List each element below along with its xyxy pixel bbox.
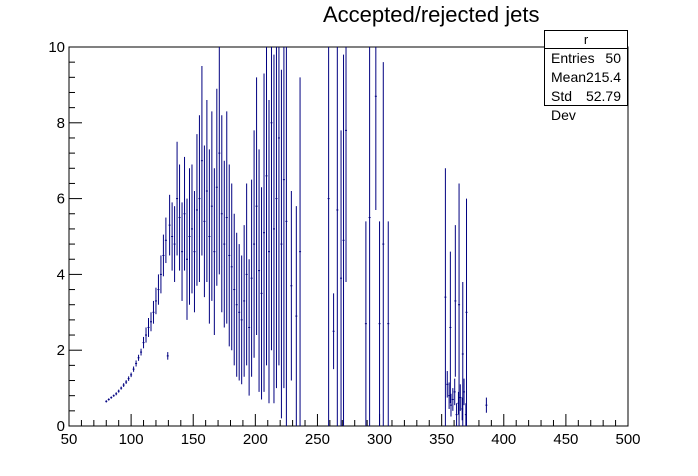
x-tick-label: 300: [367, 431, 392, 448]
stats-label: Mean: [551, 69, 587, 85]
x-tick-label: 350: [429, 431, 454, 448]
chart-title: Accepted/rejected jets: [323, 2, 540, 27]
stats-row-mean: Mean 215.4: [545, 68, 627, 87]
stats-value: 52.79: [585, 88, 621, 104]
x-tick-label: 150: [181, 431, 206, 448]
stats-value: 215.4: [586, 69, 622, 85]
y-tick-label: 10: [48, 39, 65, 56]
y-tick-label: 4: [57, 266, 65, 283]
x-tick-label: 100: [119, 431, 144, 448]
stats-row-entries: Entries 50: [545, 49, 627, 68]
stats-box: r Entries 50 Mean 215.4 Std Dev 52.79: [544, 30, 628, 123]
stats-label: Entries: [551, 50, 595, 66]
y-tick-label: 6: [57, 191, 65, 208]
y-tick-label: 8: [57, 115, 65, 132]
x-tick-label: 200: [243, 431, 268, 448]
x-tick-label: 50: [61, 431, 78, 448]
y-tick-label: 2: [57, 342, 65, 359]
stats-value: 50: [605, 50, 621, 66]
x-tick-label: 250: [305, 431, 330, 448]
plot-frame: [68, 46, 629, 427]
x-tick-label: 450: [553, 431, 578, 448]
x-tick-label: 400: [491, 431, 516, 448]
y-tick-label: 0: [57, 418, 65, 435]
stats-box-name: r: [545, 31, 627, 49]
x-tick-label: 500: [615, 431, 640, 448]
stats-row-stddev: Std Dev 52.79: [545, 87, 627, 123]
stats-label: Std Dev: [551, 88, 576, 123]
